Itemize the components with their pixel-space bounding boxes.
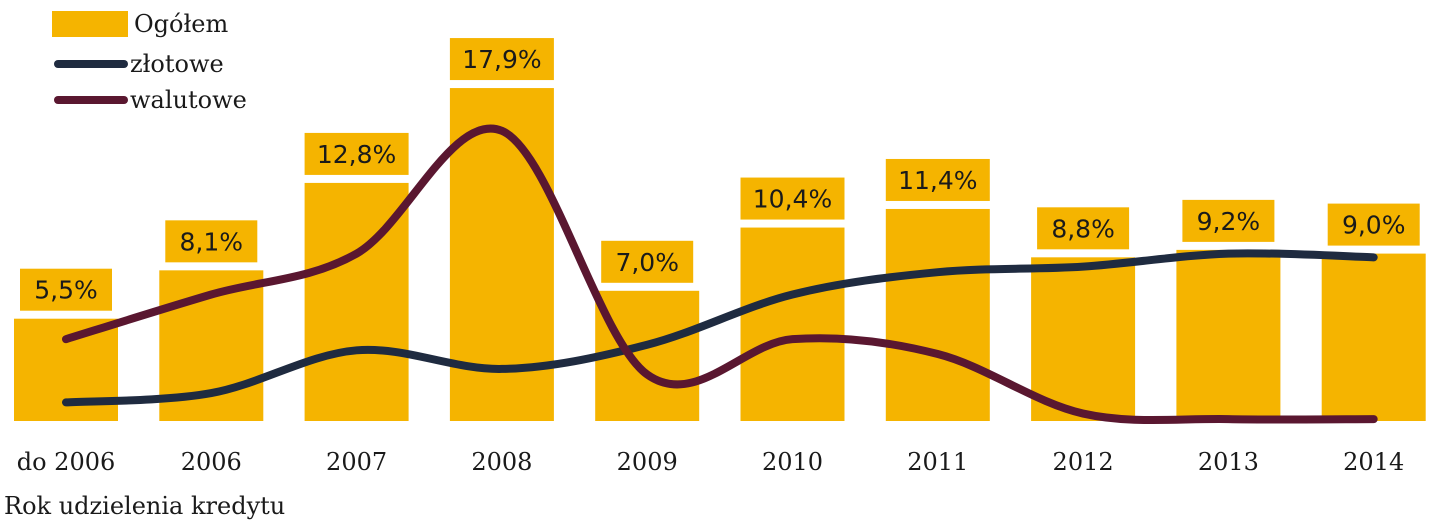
lines-layer (62, 124, 1378, 425)
x-axis-label: Rok udzielenia kredytu (4, 492, 285, 520)
data-label-text: 8,1% (180, 227, 244, 256)
data-label-text: 12,8% (317, 140, 396, 169)
data-label-box (20, 268, 112, 311)
data-label-text: 8,8% (1051, 214, 1115, 243)
data-label-2007: 12,8% (304, 132, 409, 175)
legend-item-Ogółem: Ogółem (52, 10, 228, 38)
x-tick-label: 2012 (1053, 448, 1114, 476)
legend-label: walutowe (130, 86, 247, 114)
legend: Ogółem złotowe walutowe (52, 10, 247, 114)
data-label-2011: 11,4% (885, 158, 990, 201)
data-label-box (165, 220, 258, 263)
data-label-box (740, 177, 845, 220)
x-tick-label: 2014 (1343, 448, 1404, 476)
data-label-box (1182, 199, 1275, 242)
data-label-2008: 17,9% (449, 38, 554, 81)
data-label-text: 5,5% (34, 276, 98, 305)
data-label-2014: 9,0% (1327, 203, 1420, 246)
data-label-box (1037, 207, 1130, 250)
data-label-text: 9,0% (1342, 211, 1406, 240)
data-label-box (449, 38, 554, 81)
x-tick-label: 2009 (617, 448, 678, 476)
data-label-box (304, 132, 409, 175)
data-label-box (885, 158, 990, 201)
bar-2014 (1321, 253, 1426, 421)
bar-2012 (1031, 257, 1136, 421)
bar-2010 (740, 227, 845, 421)
line-złotowe (62, 249, 1378, 407)
x-tick-label: 2008 (471, 448, 532, 476)
legend-item-walutowe: walutowe (54, 86, 247, 114)
data-label-box (601, 240, 694, 283)
data-label-2010: 10,4% (740, 177, 845, 220)
data-label-text: 10,4% (753, 185, 832, 214)
data-label-text: 11,4% (898, 166, 977, 195)
x-tick-label: 2006 (181, 448, 242, 476)
x-tick-label: 2013 (1198, 448, 1259, 476)
data-label-text: 17,9% (462, 45, 541, 74)
legend-item-złotowe: złotowe (54, 50, 224, 78)
data-label-text: 7,0% (615, 248, 679, 277)
data-label-2012: 8,8% (1037, 207, 1130, 250)
x-tick-label: 2010 (762, 448, 823, 476)
x-tick-label: do 2006 (17, 448, 116, 476)
bar-2013 (1176, 249, 1281, 421)
legend-swatch (52, 11, 128, 37)
x-tick-label: 2011 (907, 448, 968, 476)
data-label-2009: 7,0% (601, 240, 694, 283)
data-label-2006: 8,1% (165, 220, 258, 263)
data-label-text: 9,2% (1197, 207, 1261, 236)
line-walutowe (62, 124, 1378, 425)
legend-label: Ogółem (134, 10, 228, 38)
bar-2011 (885, 208, 990, 421)
x-tick-labels: do 2006 2006 2007 2008 2009 2010 2011 2012 2013 2… (17, 448, 1405, 476)
legend-label: złotowe (130, 50, 224, 78)
data-label-box (1327, 203, 1420, 246)
data-labels-layer: 5,5% 8,1% 12,8% 17,9% 7,0% 10,4% 11,4% 8,8% 9,2%… (20, 38, 1420, 311)
data-label-do-2006: 5,5% (20, 268, 112, 311)
x-tick-label: 2007 (326, 448, 387, 476)
data-label-2013: 9,2% (1182, 199, 1275, 242)
